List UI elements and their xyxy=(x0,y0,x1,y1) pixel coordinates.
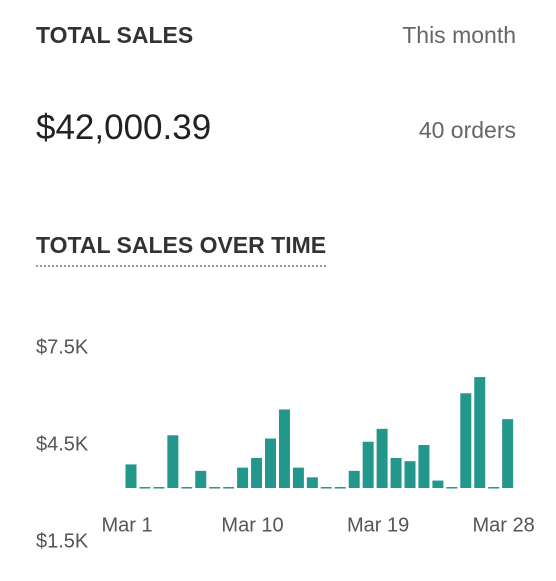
bar xyxy=(265,438,276,488)
y-tick-label: $1.5K xyxy=(36,530,89,552)
bar xyxy=(362,441,374,488)
x-tick-label: Mar 19 xyxy=(347,514,409,536)
bar xyxy=(460,393,472,488)
bar xyxy=(320,487,332,489)
y-tick-label: $7.5K xyxy=(36,336,89,358)
bar xyxy=(125,464,137,488)
total-amount: $42,000.39 xyxy=(36,108,212,147)
bar xyxy=(390,457,402,488)
bar xyxy=(139,487,151,489)
bar xyxy=(376,428,388,488)
bar xyxy=(223,487,235,489)
card-title: TOTAL SALES xyxy=(36,22,194,48)
bar xyxy=(432,480,444,488)
bar xyxy=(167,435,179,488)
bar xyxy=(181,487,193,489)
bar xyxy=(502,419,514,488)
bar xyxy=(195,470,207,488)
bar xyxy=(418,445,430,488)
period: This month xyxy=(402,22,516,48)
x-tick-label: Mar 10 xyxy=(221,514,283,536)
bar xyxy=(474,377,486,488)
bar xyxy=(251,457,263,488)
x-tick-label: Mar 1 xyxy=(101,514,152,536)
bar xyxy=(292,467,304,488)
bar xyxy=(446,487,458,489)
bar xyxy=(237,467,249,488)
bar xyxy=(404,461,416,488)
y-tick-label: $4.5K xyxy=(36,433,89,455)
bar xyxy=(306,477,318,488)
chart-title: TOTAL SALES OVER TIME xyxy=(36,232,327,267)
bar xyxy=(488,487,500,489)
bar xyxy=(278,409,290,488)
bar xyxy=(334,487,346,489)
x-tick-label: Mar 28 xyxy=(473,514,535,536)
bar xyxy=(153,487,165,489)
bar xyxy=(209,487,221,489)
order-count: 40 orders xyxy=(418,117,516,143)
bar xyxy=(348,470,360,488)
